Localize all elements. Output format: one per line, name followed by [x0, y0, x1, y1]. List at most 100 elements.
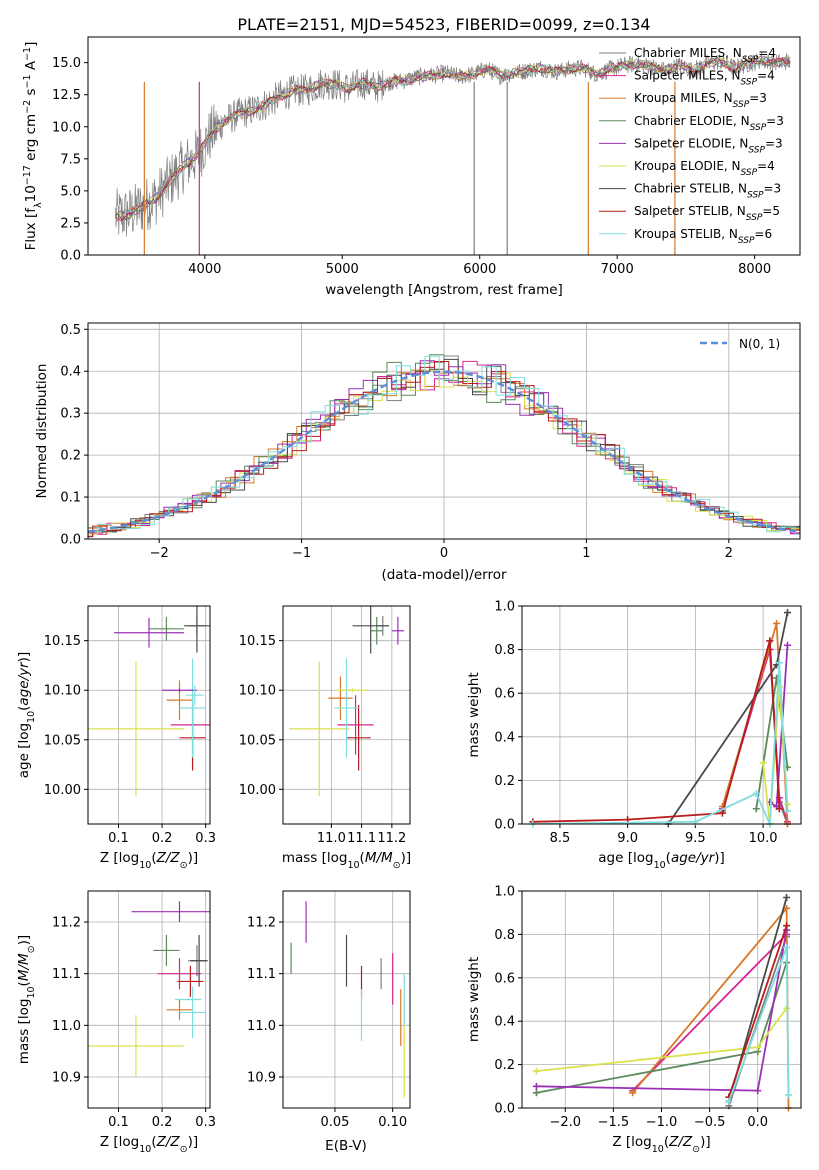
legend-label-sub: SSP: [746, 213, 763, 223]
axes-frame: [87, 890, 211, 1109]
x-tick-label: 5000: [326, 262, 359, 277]
y-tick-label: 12.5: [52, 88, 81, 103]
residual-histogram-step: [88, 355, 800, 535]
legend-label-text: Salpeter ELODIE, N: [634, 136, 748, 150]
x-axis-label-part: ⊙: [180, 1144, 188, 1155]
legend-label: Salpeter STELIB, NSSP=5: [634, 204, 780, 223]
mass-vs-extinction-panel: 0.05 0.10 10.9 11.0 11.1 11.2 E(B-V): [247, 890, 411, 1154]
x-axis-label-part: 10: [347, 860, 359, 871]
x-axis-label-part: 10: [139, 1144, 151, 1155]
y-tick-label: 0.2: [494, 1058, 515, 1073]
x-tick-label: 0.2: [152, 1115, 173, 1130]
legend-label-value: =4: [757, 69, 775, 83]
x-axis-label-part: mass [log: [282, 850, 348, 866]
y-tick-label: 11.2: [247, 916, 276, 931]
y-axis-label-part: age/yr: [16, 661, 32, 706]
y-tick-label: 0.0: [494, 818, 515, 833]
x-axis-label-part: age/yr: [671, 850, 716, 866]
legend-label: Kroupa MILES, NSSP=3: [634, 91, 767, 110]
x-axis-label: Z [log10(Z/Z⊙)]: [100, 1134, 198, 1155]
y-axis-label-part: )]: [16, 652, 32, 663]
y-tick-label: 10.05: [239, 733, 276, 748]
legend-label-sub: SSP: [741, 168, 758, 178]
legend-label: Chabrier ELODIE, NSSP=3: [634, 114, 784, 133]
x-tick-label: 0.10: [378, 1115, 407, 1130]
x-axis-label-part: M/M: [365, 850, 393, 866]
y-axis-label-part: M/M: [16, 953, 32, 981]
x-axis-label-part: 10: [652, 1144, 664, 1155]
mass-weight-marker: [775, 805, 783, 813]
legend-label: Chabrier MILES, NSSP=4: [634, 46, 776, 65]
legend-label-value: =5: [762, 204, 780, 218]
x-axis-label: age [log10(age/yr)]: [598, 850, 724, 871]
mass-weight-marker: [783, 894, 791, 902]
y-axis-label-part: 10: [26, 711, 37, 723]
x-tick-label: 7000: [601, 262, 634, 277]
x-tick-label: 11.2: [377, 831, 406, 846]
y-tick-label: 0.6: [494, 687, 515, 702]
y-tick-label: 0.4: [60, 365, 81, 380]
y-tick-label: 1.0: [494, 885, 515, 900]
axes-frame: [87, 322, 801, 540]
x-tick-label: 0.1: [108, 831, 129, 846]
y-axis-label-part: 10: [23, 185, 39, 202]
x-tick-label: −1.5: [598, 1115, 630, 1130]
legend-label-text: Salpeter MILES, N: [634, 69, 741, 83]
x-axis-label-part: 10: [654, 860, 666, 871]
y-tick-label: 10.9: [247, 1071, 276, 1086]
x-tick-label: 10.0: [749, 831, 778, 846]
mass-weight-marker: [784, 1091, 792, 1099]
legend-label: Salpeter ELODIE, NSSP=3: [634, 136, 783, 155]
mass-weight-marker: [629, 1089, 637, 1097]
axes-frame: [521, 890, 802, 1109]
residuals-histogram-panel: −2 −1 0 1 2 0.0 0.1 0.2 0.3 0.4 0.5 N(0, 1) (data-mo…: [34, 322, 801, 583]
legend-label-sub: SSP: [733, 100, 750, 110]
x-tick-label: −2: [150, 546, 169, 561]
x-tick-label: 11.0: [317, 831, 346, 846]
y-tick-label: 1.0: [494, 600, 515, 615]
x-axis-label-part: Z [log: [612, 1134, 651, 1150]
y-axis-label-part: ⊙: [26, 945, 37, 953]
mass-weight-marker: [532, 1089, 540, 1097]
figure-title: PLATE=2151, MJD=54523, FIBERID=0099, z=0…: [237, 15, 650, 34]
x-tick-label: 9.0: [617, 831, 638, 846]
x-tick-label: 0.05: [320, 1115, 349, 1130]
mass-weight-marker: [532, 1082, 540, 1090]
y-tick-label: 0.5: [60, 323, 81, 338]
legend-label: Kroupa ELODIE, NSSP=4: [634, 159, 775, 178]
legend-label: N(0, 1): [739, 337, 780, 351]
x-tick-label: 11.1: [347, 831, 376, 846]
x-axis-label: E(B-V): [325, 1138, 367, 1154]
y-axis-label-part: −1: [22, 74, 33, 88]
y-tick-label: 0.6: [494, 971, 515, 986]
y-tick-label: 15.0: [52, 56, 81, 71]
x-axis-label-part: )]: [714, 850, 725, 866]
mass-weight-marker: [783, 609, 791, 617]
y-tick-label: 7.5: [60, 152, 81, 167]
y-tick-label: 11.1: [52, 967, 81, 982]
x-axis-label-part: age [log: [598, 850, 653, 866]
legend-label-sub: SSP: [741, 78, 758, 88]
legend-label-text: Chabrier ELODIE, N: [634, 114, 750, 128]
x-axis-label-part: (: [151, 1134, 156, 1150]
mass-weight-marker: [775, 659, 783, 667]
y-tick-label: 10.15: [44, 634, 81, 649]
legend-label-text: Kroupa STELIB, N: [634, 227, 738, 241]
x-tick-label: −2.0: [550, 1115, 582, 1130]
y-axis-label: mass [log10(M/M⊙)]: [16, 935, 37, 1064]
x-axis-label-part: )]: [188, 1134, 199, 1150]
axes-frame: [282, 605, 411, 825]
x-tick-label: 0.2: [152, 831, 173, 846]
y-tick-label: 0.0: [60, 533, 81, 548]
y-tick-label: 10.0: [52, 120, 81, 135]
y-tick-label: 10.10: [239, 684, 276, 699]
x-tick-label: 8000: [738, 262, 771, 277]
y-tick-label: 10.00: [239, 783, 276, 798]
y-tick-label: 11.0: [247, 1019, 276, 1034]
x-tick-label: 6000: [463, 262, 496, 277]
y-tick-label: 0.2: [60, 449, 81, 464]
y-tick-label: 0.4: [494, 1015, 515, 1030]
y-axis-label: age [log10(age/yr)]: [16, 652, 37, 778]
